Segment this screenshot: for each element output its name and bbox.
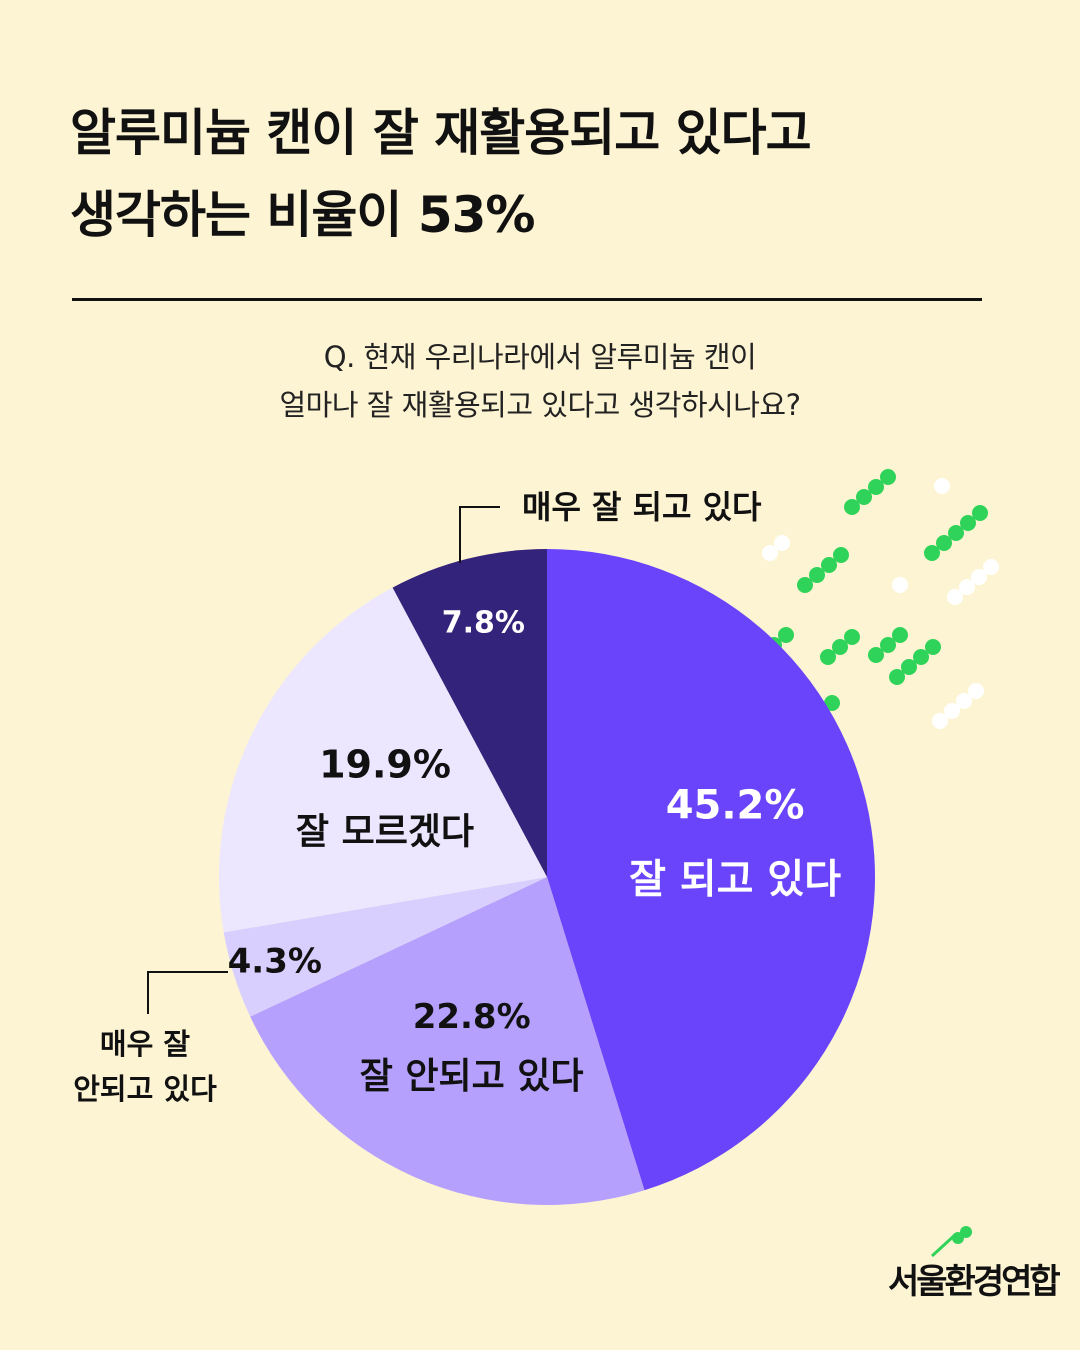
decor-dot	[868, 479, 884, 495]
logo-text: 서울환경연합	[888, 1262, 1061, 1302]
data-label-category: 잘 모르겠다	[296, 812, 474, 853]
decor-dot	[960, 515, 976, 531]
pie-slice	[218, 587, 547, 933]
data-label-value: 7.8%	[442, 605, 525, 640]
decor-dot	[936, 535, 952, 551]
pie-slice	[250, 877, 645, 1205]
callout-label: 매우 잘	[100, 1027, 190, 1061]
question-line-2: 얼마나 잘 재활용되고 있다고 생각하시나요?	[279, 388, 801, 422]
decor-dot	[797, 577, 813, 593]
pie-slice	[392, 549, 547, 877]
decorative-dots	[742, 469, 999, 731]
decor-dot	[844, 499, 860, 515]
decor-dot	[824, 695, 840, 711]
headline: 알루미늄 캔이 잘 재활용되고 있다고 생각하는 비율이 53%	[70, 92, 1010, 256]
pie-slice	[547, 549, 875, 1191]
question-line-1: Q. 현재 우리나라에서 알루미늄 캔이	[323, 340, 757, 374]
decor-dot	[956, 693, 972, 709]
data-label-category: 잘 되고 있다	[629, 856, 841, 902]
data-label-value: 22.8%	[413, 997, 531, 1037]
data-label-value: 19.9%	[319, 743, 451, 787]
headline-line-2: 생각하는 비율이 53%	[70, 186, 536, 244]
decor-dot	[947, 589, 963, 605]
decor-dot	[821, 557, 837, 573]
callout-line	[459, 506, 500, 563]
question: Q. 현재 우리나라에서 알루미늄 캔이 얼마나 잘 재활용되고 있다고 생각하…	[0, 333, 1080, 429]
pie-slice	[223, 877, 548, 1017]
decor-dot	[948, 525, 964, 541]
decor-dot	[972, 505, 988, 521]
decor-dot	[833, 547, 849, 563]
decor-dot	[889, 669, 905, 685]
sprout-dots-icon	[930, 1226, 972, 1258]
decor-dot	[778, 627, 794, 643]
decor-dot	[892, 627, 908, 643]
decor-dot	[913, 649, 929, 665]
decor-dot	[832, 639, 848, 655]
decor-dot	[856, 489, 872, 505]
decor-dot	[925, 639, 941, 655]
decor-dot	[944, 703, 960, 719]
data-label-value: 4.3%	[228, 942, 322, 982]
decor-dot	[880, 637, 896, 653]
decor-dot	[971, 569, 987, 585]
decor-dot	[868, 647, 884, 663]
decor-dot	[934, 478, 950, 494]
decor-dot	[774, 535, 790, 551]
callout-label: 안되고 있다	[73, 1072, 217, 1106]
data-label-category: 잘 안되고 있다	[360, 1056, 584, 1097]
decor-dot	[892, 577, 908, 593]
decor-dot	[932, 713, 948, 729]
decor-dot	[968, 683, 984, 699]
decor-dot	[959, 579, 975, 595]
headline-line-1: 알루미늄 캔이 잘 재활용되고 있다고	[70, 104, 812, 162]
decor-dot	[844, 629, 860, 645]
callout-label: 매우 잘 되고 있다	[522, 488, 762, 526]
decor-dot	[983, 559, 999, 575]
decor-dot	[901, 659, 917, 675]
decor-dot	[820, 649, 836, 665]
decor-dot	[924, 545, 940, 561]
decor-dot	[762, 545, 778, 561]
data-label-value: 45.2%	[666, 782, 805, 828]
decor-dot	[880, 469, 896, 485]
decor-dot	[809, 567, 825, 583]
brand-logo: 서울환경연합	[888, 1254, 1061, 1303]
callout-line	[147, 971, 228, 1014]
divider	[72, 298, 982, 301]
